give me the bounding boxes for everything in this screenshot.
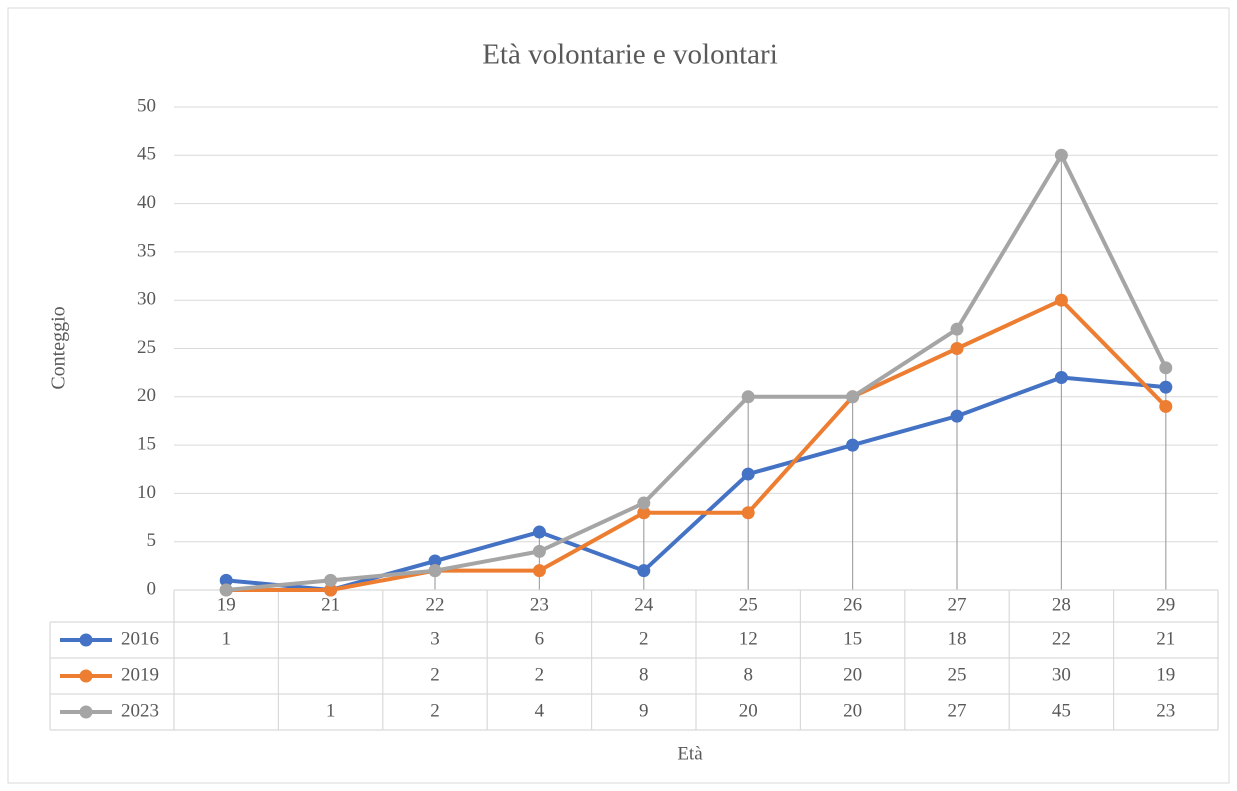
data-point <box>1054 293 1068 307</box>
data-point <box>741 467 755 481</box>
legend-key-marker <box>79 705 93 719</box>
data-point <box>950 409 964 423</box>
data-table-value: 2 <box>430 700 440 721</box>
series-line <box>226 153 1168 592</box>
data-point <box>219 573 233 587</box>
data-table-value: 20 <box>843 664 862 685</box>
y-tick-label: 40 <box>137 192 156 213</box>
x-tick-label: 27 <box>948 594 967 615</box>
data-table-value: 6 <box>535 628 545 649</box>
data-table-value: 2 <box>430 664 440 685</box>
y-tick-label: 20 <box>137 385 156 406</box>
y-tick-label: 0 <box>147 578 157 599</box>
data-point <box>219 583 233 597</box>
data-point <box>950 342 964 355</box>
data-point <box>950 322 964 336</box>
x-tick-label: 23 <box>530 594 549 615</box>
data-point <box>1159 380 1173 394</box>
y-tick-label: 45 <box>137 144 156 165</box>
y-tick-label: 35 <box>137 240 156 261</box>
y-tick-label: 30 <box>137 289 156 310</box>
data-point <box>532 564 546 578</box>
x-tick-label: 25 <box>739 594 758 615</box>
x-tick-label: 26 <box>843 594 862 615</box>
data-table-value: 8 <box>743 664 753 685</box>
data-table-value: 18 <box>948 628 967 649</box>
data-table-value: 12 <box>739 628 758 649</box>
x-tick-label: 21 <box>321 594 340 615</box>
data-table-value: 30 <box>1052 664 1071 685</box>
y-tick-label: 25 <box>137 337 156 358</box>
data-table-value: 8 <box>639 664 649 685</box>
data-point <box>637 506 651 520</box>
data-table-value: 4 <box>535 700 545 721</box>
series-line <box>226 298 1168 592</box>
x-tick-label: 19 <box>217 594 236 615</box>
data-point <box>1159 361 1173 375</box>
x-tick-label: 24 <box>634 594 654 615</box>
data-table-value: 19 <box>1156 664 1175 685</box>
data-point <box>428 564 442 578</box>
data-point <box>741 506 755 520</box>
data-table-value: 15 <box>843 628 862 649</box>
y-tick-label: 5 <box>147 530 157 551</box>
data-point <box>846 390 860 404</box>
data-table-value: 1 <box>326 700 336 721</box>
data-point <box>1054 370 1068 384</box>
legend-label: 2019 <box>121 664 159 685</box>
data-table-value: 23 <box>1156 700 1175 721</box>
data-table-value: 21 <box>1156 628 1175 649</box>
legend-label: 2016 <box>121 628 159 649</box>
x-tick-label: 29 <box>1156 594 1175 615</box>
data-point <box>741 390 755 404</box>
data-table-value: 3 <box>430 628 440 649</box>
data-table-value: 2 <box>639 628 649 649</box>
x-tick-label: 22 <box>426 594 445 615</box>
data-point <box>1054 148 1068 162</box>
chart-border <box>7 7 1230 784</box>
data-table-value: 2 <box>535 664 545 685</box>
data-point <box>1159 399 1173 413</box>
data-table-value: 9 <box>639 700 649 721</box>
data-point <box>637 564 651 578</box>
data-table-value: 20 <box>739 700 758 721</box>
data-point <box>532 544 546 558</box>
data-point <box>532 525 546 539</box>
y-axis-title: Conteggio <box>48 306 70 389</box>
y-tick-label: 50 <box>137 95 156 116</box>
data-table-value: 22 <box>1052 628 1071 649</box>
data-point <box>324 573 338 587</box>
legend-key-marker <box>79 633 93 647</box>
y-tick-label: 15 <box>137 433 156 454</box>
data-point <box>637 496 651 510</box>
data-point <box>846 438 860 452</box>
x-tick-label: 28 <box>1052 594 1071 615</box>
data-point <box>324 583 338 597</box>
data-point <box>428 554 442 568</box>
data-table-value: 25 <box>948 664 967 685</box>
data-table-value: 45 <box>1052 700 1071 721</box>
x-axis-title: Età <box>677 743 703 764</box>
legend-label: 2023 <box>121 700 159 721</box>
y-tick-label: 10 <box>137 482 156 503</box>
data-table-value: 1 <box>221 628 231 649</box>
legend-key-marker <box>79 669 93 683</box>
data-table-value: 20 <box>843 700 862 721</box>
chart-title: Età volontarie e volontari <box>482 39 778 71</box>
data-table-value: 27 <box>948 700 967 721</box>
